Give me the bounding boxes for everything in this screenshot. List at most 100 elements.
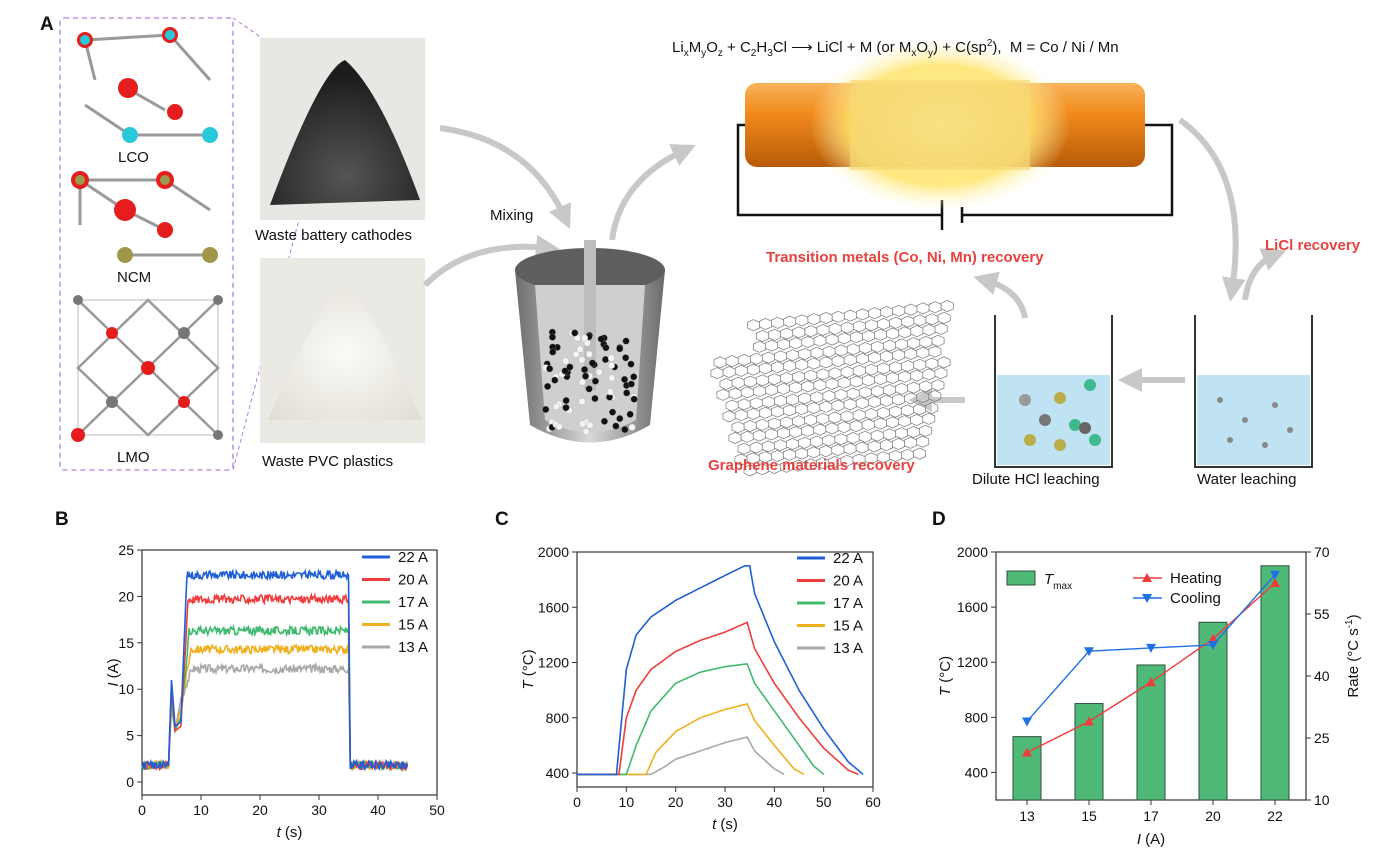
structure-label-lmo: LMO [117, 449, 150, 466]
particle [621, 426, 629, 433]
series-line [141, 568, 409, 772]
axis-label-unit: (°C) [520, 649, 537, 680]
lco-structure [77, 27, 218, 143]
reaction-equation: LixMyOz + C2H3Cl ⟶ LiCl + M (or MxOy) + … [672, 38, 1119, 59]
ncm-structure [71, 171, 218, 263]
particle [626, 410, 634, 418]
y2-tick-label: 25 [1314, 730, 1330, 746]
equation-part: x [911, 48, 917, 59]
panel-label-d: D [932, 509, 946, 530]
particle [600, 417, 608, 425]
x-tick-label: 20 [668, 794, 684, 810]
y2-label-sup: -1 [1344, 619, 1355, 628]
equation-part: 2 [986, 38, 993, 49]
heated-zone [850, 80, 1030, 170]
y-tick-label: 800 [546, 710, 570, 726]
particle [612, 422, 620, 430]
y2-label-end: ) [1345, 614, 1362, 619]
x-tick-label: 50 [816, 794, 832, 810]
process-arrows [422, 117, 1287, 412]
particle [616, 345, 624, 353]
series-line [141, 592, 409, 772]
plot-frame [141, 549, 438, 796]
axis-label-symbol: t [712, 816, 717, 833]
y-tick-label: 1200 [538, 655, 569, 671]
particle [606, 388, 614, 396]
charts: 0 10 20 30 40 50 0 5 10 15 20 25 t (s) I (A) 22 A 20 A 1… [105, 542, 1362, 848]
y-tick-label: 1600 [957, 599, 988, 615]
particle [551, 376, 559, 384]
mixing-label: Mixing [490, 207, 533, 224]
x-tick-label: 20 [1205, 808, 1221, 824]
particle-mixture [542, 328, 638, 435]
x-tick-label: 17 [1143, 808, 1159, 824]
particle [630, 395, 638, 403]
axis-label-unit: (°C) [937, 656, 954, 687]
chart-d: 13 15 17 20 22 400 800 1200 1600 2000 10 25 40 55 70 I … [937, 544, 1362, 848]
triangle-up-marker [1208, 633, 1218, 643]
particle [582, 428, 590, 435]
series-line [577, 621, 859, 776]
equation-part: O [706, 39, 718, 56]
water-beaker [1194, 315, 1313, 468]
arrow-icon [1242, 248, 1287, 301]
series-line [577, 736, 785, 776]
cathodes-label: Waste battery cathodes [255, 227, 412, 244]
particle [623, 389, 631, 397]
triangle-up-marker [1270, 578, 1280, 587]
triangle-up-marker [1022, 747, 1032, 757]
particle [549, 333, 556, 341]
particle [621, 375, 629, 383]
bar [1012, 736, 1042, 801]
y-tick-label: 15 [118, 635, 134, 651]
triangle-down-marker [1146, 643, 1156, 653]
series-line [577, 565, 864, 776]
chart-c: 0 10 20 30 40 50 60 400 800 1200 1600 2000 t (s) T (°… [520, 544, 881, 833]
legend-label: 13 A [833, 640, 863, 657]
particle [581, 334, 589, 342]
triangle-down-marker [1270, 570, 1280, 580]
series-line [141, 661, 409, 773]
equation-part: 2 [750, 48, 757, 59]
particle [549, 348, 557, 356]
legend-label-tmax: Tmax [1044, 571, 1072, 592]
licl-recovery-label: LiCl recovery [1265, 237, 1361, 254]
x-tick-label: 50 [429, 802, 445, 818]
y-tick-label: 1200 [957, 654, 988, 670]
axis-label: T (°C) [520, 649, 537, 689]
particle [628, 423, 636, 431]
axis-label: I (A) [1137, 831, 1165, 848]
particle [608, 362, 615, 369]
panel-label-c: C [495, 509, 509, 530]
particle [562, 357, 570, 365]
axis-label-unit: (A) [1141, 831, 1165, 848]
particle [585, 385, 593, 393]
particle [562, 404, 570, 412]
y-tick-label: 10 [118, 681, 134, 697]
legend-subscript: max [1053, 581, 1072, 592]
particle [585, 350, 593, 358]
particle [622, 354, 630, 362]
particle [561, 367, 569, 375]
equation-part: M [688, 39, 702, 56]
legend-swatch-bar [1006, 570, 1036, 586]
panel-label-a: A [40, 14, 54, 35]
particle [627, 360, 635, 368]
legend-label: 15 A [833, 618, 863, 635]
axis-label: t (s) [277, 824, 303, 841]
particle [627, 380, 635, 388]
x-tick-label: 30 [717, 794, 733, 810]
axis-label-symbol: I [105, 683, 122, 687]
graphene-mesh [710, 300, 954, 477]
water-leaching-label: Water leaching [1197, 471, 1297, 488]
axis-label-symbol: t [277, 824, 282, 841]
axis-label: I (A) [105, 658, 122, 686]
equation-part: O [916, 39, 929, 56]
equation-part: 3 [767, 48, 773, 59]
triangle-up-marker [1146, 677, 1156, 687]
particle [622, 337, 630, 345]
y2-label-text: Rate (°C s [1345, 628, 1362, 697]
axis-label-symbol: T [520, 679, 537, 690]
graphene-recovery-label: Graphene materials recovery [708, 457, 915, 474]
